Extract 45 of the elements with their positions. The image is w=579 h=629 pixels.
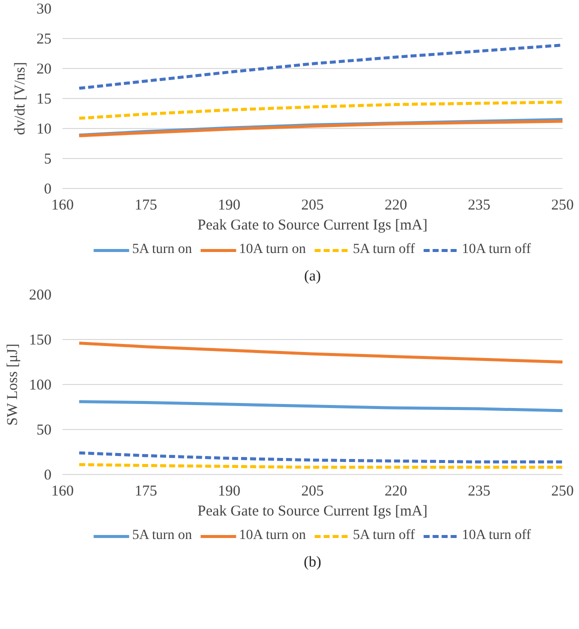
y-tick-label: 100	[29, 378, 52, 394]
x-tick-label: 235	[468, 198, 490, 214]
y-tick-label: 15	[36, 92, 52, 108]
x-tick-label: 205	[301, 484, 324, 500]
x-tick-label: 220	[384, 198, 408, 214]
x-tick-label: 175	[134, 198, 158, 214]
line-series	[78, 400, 562, 412]
x-tick-label: 190	[218, 484, 240, 500]
x-tick-label: 250	[551, 484, 574, 500]
legend-label: 5A turn on	[132, 242, 192, 258]
y-tick-label: 20	[36, 62, 52, 78]
text: (a)	[304, 268, 321, 284]
y-tick-label: 50	[36, 422, 52, 438]
legend-label: 10A turn on	[239, 528, 306, 544]
y-tick-label: 30	[36, 2, 52, 18]
x-tick-label: 160	[51, 484, 74, 500]
line-series	[78, 451, 562, 464]
y-tick-label: 5	[44, 152, 52, 168]
y-tick-label: 150	[29, 332, 52, 348]
y-tick-label: 0	[44, 182, 52, 198]
legend-label: 5A turn off	[352, 528, 415, 544]
line-series	[78, 100, 562, 120]
x-tick-label: 190	[218, 198, 240, 214]
y-tick-label: 25	[36, 32, 52, 48]
x-tick-label: 235	[468, 484, 490, 500]
legend-label: 10A turn on	[239, 242, 306, 258]
x-axis-title: Peak Gate to Source Current Igs [mA]	[198, 504, 428, 520]
legend-label: 5A turn on	[132, 528, 192, 544]
y-tick-label: 10	[36, 122, 52, 138]
legend-label: 10A turn off	[462, 528, 531, 544]
y-tick-label: 0	[44, 468, 52, 484]
text: (b)	[304, 554, 322, 570]
x-tick-label: 175	[134, 484, 158, 500]
legend-label: 5A turn off	[352, 242, 415, 258]
line-series	[78, 44, 562, 90]
x-tick-label: 220	[384, 484, 408, 500]
y-axis-title: SW Loss [μJ]	[5, 344, 21, 426]
y-axis-title: dv/dt [V/ns]	[12, 62, 28, 135]
x-tick-label: 160	[51, 198, 74, 214]
y-tick-label: 200	[29, 288, 52, 304]
legend-label: 10A turn off	[462, 242, 531, 258]
line-series	[78, 342, 562, 364]
x-tick-label: 205	[301, 198, 324, 214]
x-tick-label: 250	[551, 198, 574, 214]
x-axis-title: Peak Gate to Source Current Igs [mA]	[198, 218, 428, 234]
